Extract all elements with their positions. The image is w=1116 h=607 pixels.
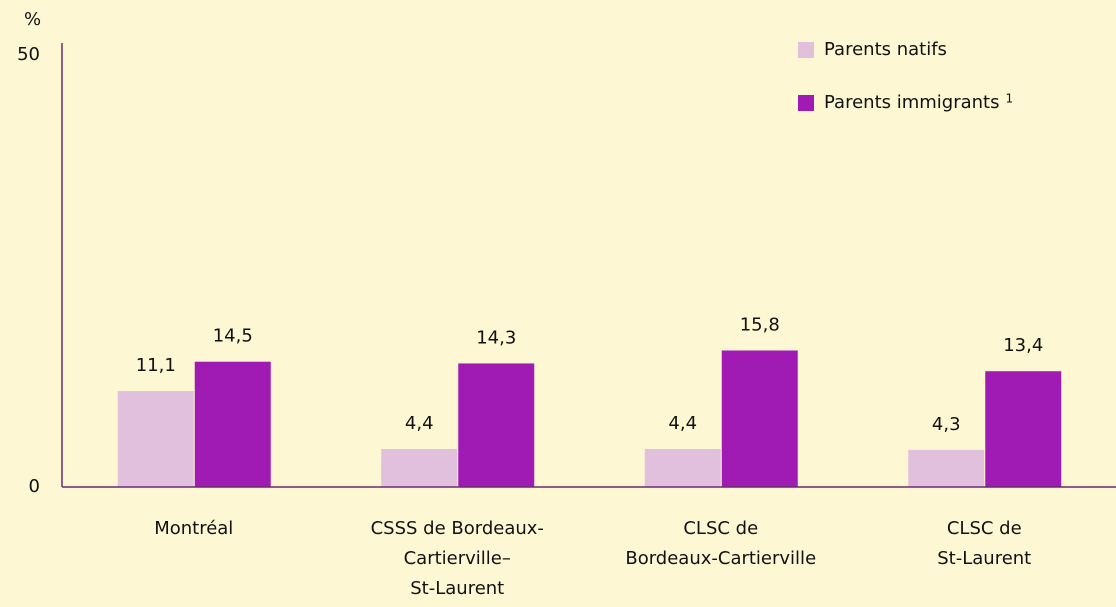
value-label: 11,1	[136, 355, 176, 376]
bar	[381, 448, 458, 487]
legend-swatch	[798, 42, 814, 58]
bar	[117, 391, 194, 487]
y-tick-label: 0	[29, 476, 40, 497]
value-label: 14,5	[213, 326, 253, 347]
legend-label: Parents immigrants	[824, 92, 1000, 113]
x-tick-label: CLSC de St-Laurent	[937, 518, 1031, 569]
bar	[985, 371, 1062, 487]
x-tick-label: Montréal	[154, 518, 233, 539]
value-label: 13,4	[1003, 335, 1043, 356]
bar	[644, 448, 721, 487]
bar	[721, 350, 798, 487]
y-axis-label: %	[24, 9, 41, 30]
bar	[908, 449, 985, 487]
y-tick-label: 50	[17, 44, 40, 65]
legend-note: 1	[1006, 92, 1014, 106]
legend-swatch	[798, 95, 814, 111]
x-tick-label: CLSC de Bordeaux-Cartierville	[625, 518, 816, 569]
value-label: 15,8	[740, 314, 780, 335]
bar	[458, 363, 535, 487]
value-label: 4,4	[405, 413, 434, 434]
legend-label: Parents natifs	[824, 39, 947, 60]
value-label: 4,3	[932, 414, 961, 435]
x-tick-label: CSSS de Bordeaux-Cartierville– St-Laurent	[371, 518, 544, 599]
value-label: 14,3	[476, 327, 516, 348]
bar	[194, 361, 271, 487]
value-label: 4,4	[668, 413, 697, 434]
